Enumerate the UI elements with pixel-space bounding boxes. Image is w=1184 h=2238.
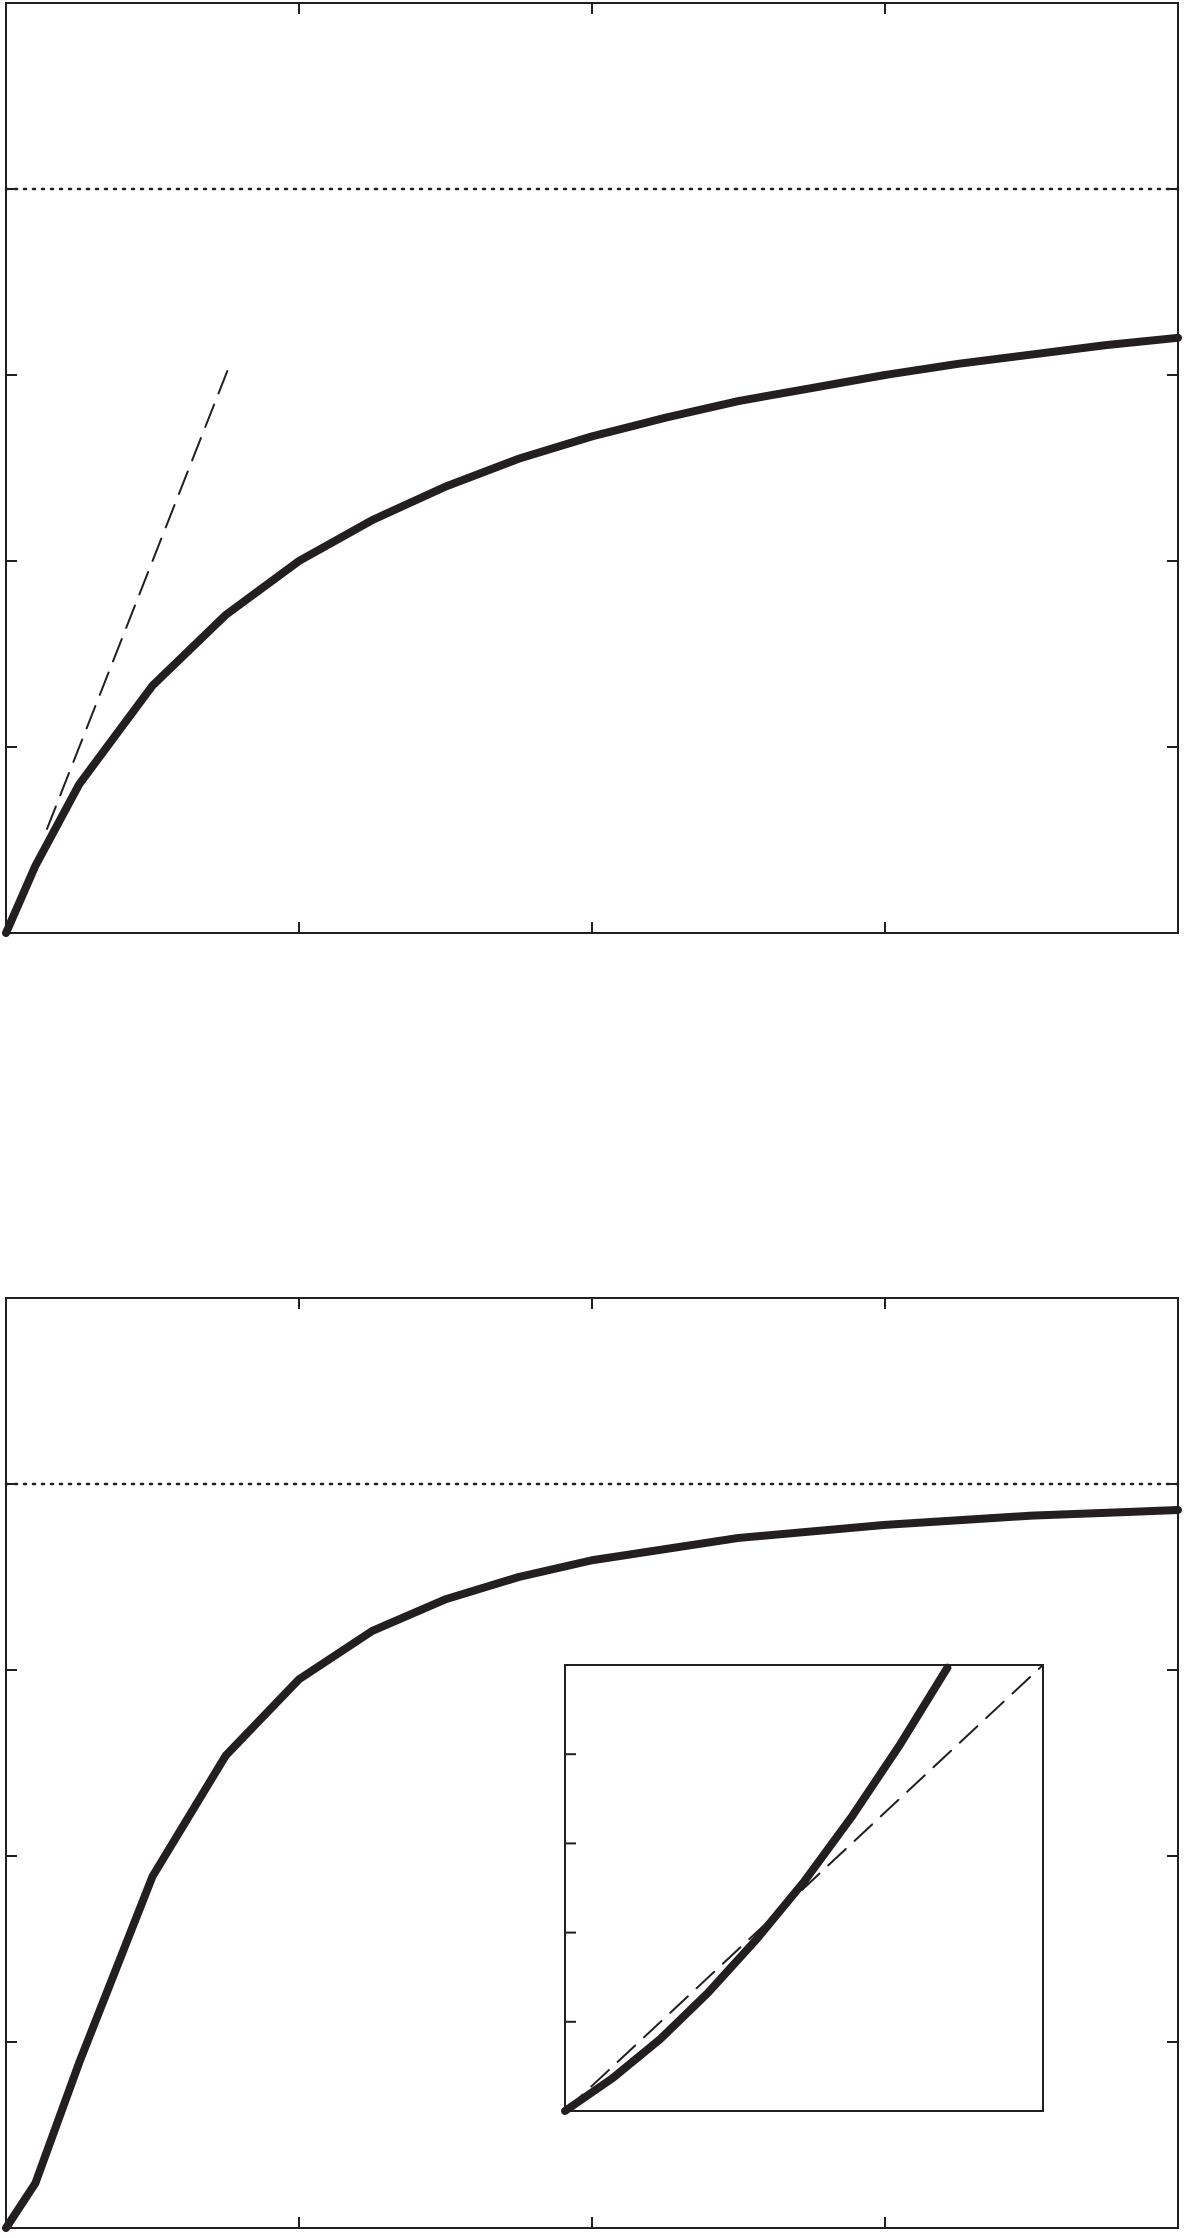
data-line — [2, 1506, 1182, 2232]
data-line — [2, 333, 1182, 937]
plot-frame — [564, 1664, 1044, 2112]
dashed-line — [46, 359, 233, 830]
dashed-line — [564, 1664, 1044, 2112]
plot-frame — [5, 2, 1179, 934]
data-line — [561, 1663, 952, 2115]
